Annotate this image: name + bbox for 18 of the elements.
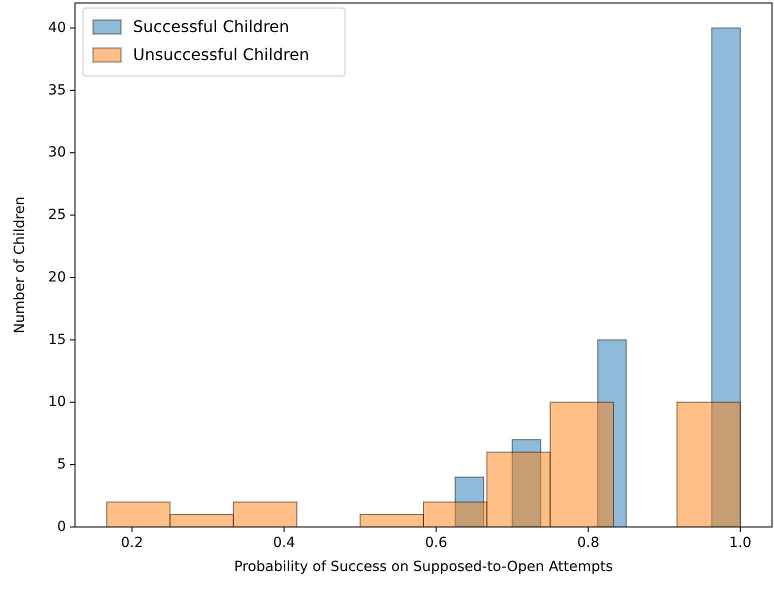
y-tick-label: 15: [48, 332, 66, 348]
y-tick-label: 30: [48, 144, 66, 161]
x-tick-label: 0.4: [272, 535, 296, 551]
x-tick-label: 1.0: [729, 535, 752, 551]
y-tick-label: 35: [48, 82, 66, 98]
y-axis-title: Number of Children: [12, 196, 28, 334]
y-tick-label: 5: [57, 456, 66, 473]
y-tick-label: 20: [48, 269, 66, 286]
legend-label: Successful Children: [133, 17, 290, 36]
x-tick-label: 0.2: [120, 535, 144, 551]
y-tick-label: 10: [48, 394, 66, 410]
y-tick-label: 25: [48, 207, 66, 224]
legend-label: Unsuccessful Children: [133, 45, 310, 64]
y-tick-label: 0: [57, 519, 66, 535]
y-tick-label: 40: [48, 20, 66, 36]
x-tick-label: 0.8: [577, 535, 600, 551]
x-tick-label: 0.6: [425, 535, 448, 551]
x-axis-title: Probability of Success on Supposed-to-Open Attempts: [234, 559, 613, 575]
